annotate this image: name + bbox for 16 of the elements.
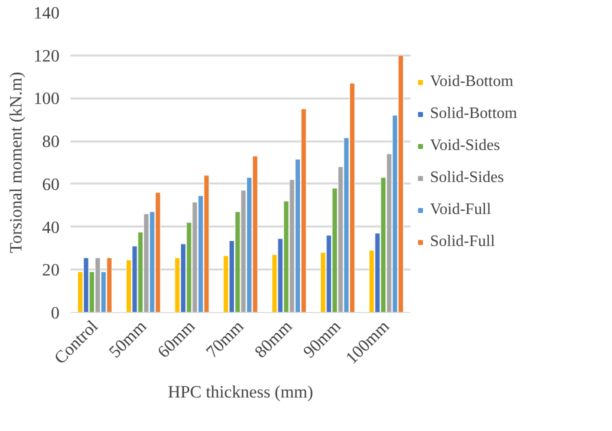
y-tick-label: 20 (42, 260, 60, 280)
y-tick-label: 40 (42, 218, 60, 237)
legend-label: Void-Full (430, 201, 492, 219)
y-axis-title: Torsional moment (kN.m) (6, 72, 26, 254)
y-tick-label: 120 (34, 46, 60, 66)
legend-label: Void-Sides (430, 137, 500, 155)
y-tick-label: 80 (42, 132, 60, 152)
legend-label: Void-Bottom (430, 73, 514, 91)
y-tick-label: 140 (34, 4, 60, 22)
y-tick-label: 60 (42, 174, 60, 194)
y-tick-label: 100 (34, 89, 60, 108)
y-tick-label: 0 (50, 304, 60, 322)
legend-label: Solid-Sides (430, 169, 504, 187)
x-axis-title: HPC thickness (mm) (168, 382, 314, 402)
legend-label: Solid-Full (430, 233, 495, 251)
legend-label: Solid-Bottom (430, 105, 518, 123)
